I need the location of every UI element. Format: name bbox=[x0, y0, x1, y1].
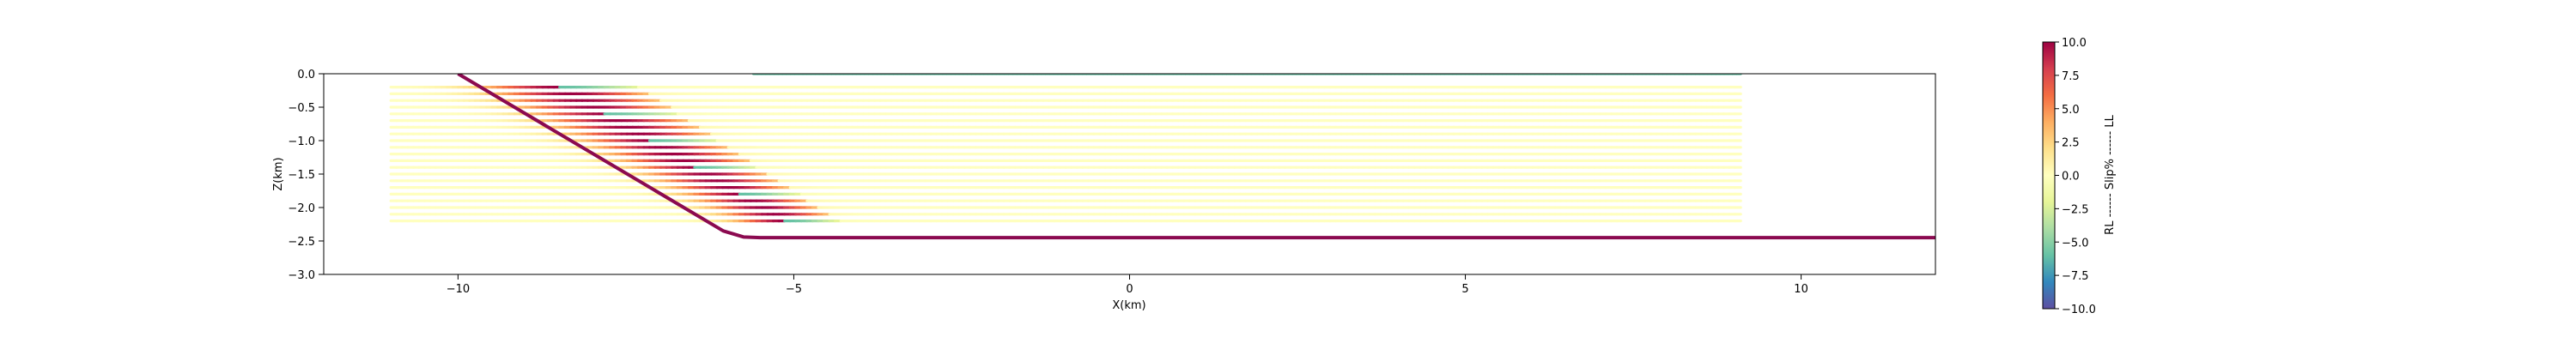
plot-area bbox=[389, 74, 1935, 240]
bedding-layers bbox=[389, 74, 1742, 223]
